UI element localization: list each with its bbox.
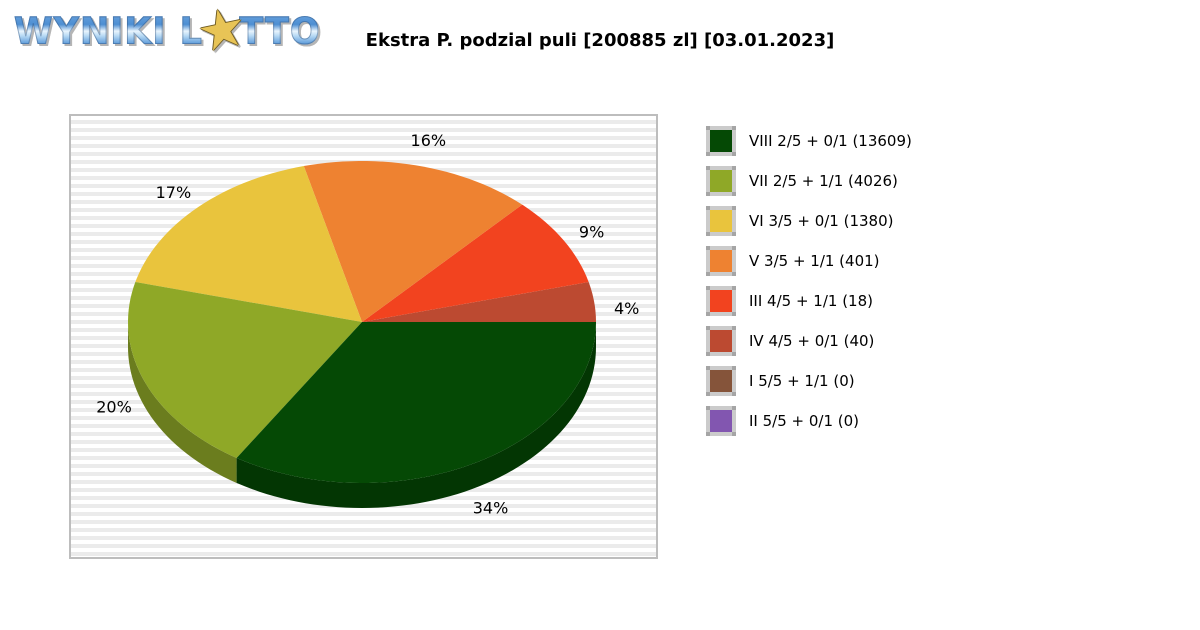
legend-item: II 5/5 + 0/1 (0): [706, 406, 912, 436]
legend-color-swatch: [706, 326, 736, 356]
pie-slice[interactable]: [362, 281, 596, 322]
legend-label: IV 4/5 + 0/1 (40): [749, 332, 875, 350]
legend-color-swatch: [706, 286, 736, 316]
legend-color-swatch: [706, 366, 736, 396]
pie-slice[interactable]: [362, 204, 589, 322]
legend-item: I 5/5 + 1/1 (0): [706, 366, 912, 396]
legend-item: IV 4/5 + 0/1 (40): [706, 326, 912, 356]
page-title: Ekstra P. podzial puli [200885 zl] [03.0…: [365, 30, 835, 51]
logo-text-tto: TTO: [239, 10, 321, 53]
pie-slice-side: [128, 322, 237, 483]
legend-item: V 3/5 + 1/1 (401): [706, 246, 912, 276]
pie-slice[interactable]: [236, 322, 596, 483]
wyniki-lotto-logo[interactable]: WYNIKI L ★ TTO: [14, 0, 321, 65]
legend-color-swatch: [706, 166, 736, 196]
legend-item: VII 2/5 + 1/1 (4026): [706, 166, 912, 196]
pie-slice-side: [236, 322, 596, 508]
pie-chart: 4% 9% 16% 17% 20% 34%: [96, 131, 639, 518]
legend-color-swatch: [706, 206, 736, 236]
legend-label: II 5/5 + 0/1 (0): [749, 412, 860, 430]
legend-label: VII 2/5 + 1/1 (4026): [749, 172, 898, 190]
pie-percent-label: 20%: [96, 397, 132, 416]
legend-color-swatch: [706, 126, 736, 156]
legend-label: III 4/5 + 1/1 (18): [749, 292, 873, 310]
pie-slice[interactable]: [303, 161, 523, 322]
legend: VIII 2/5 + 0/1 (13609) VII 2/5 + 1/1 (40…: [706, 126, 912, 436]
legend-label: V 3/5 + 1/1 (401): [749, 252, 880, 270]
pie-percent-label: 4%: [614, 299, 639, 318]
legend-item: VIII 2/5 + 0/1 (13609): [706, 126, 912, 156]
pie-percent-label: 9%: [579, 223, 604, 242]
legend-item: VI 3/5 + 0/1 (1380): [706, 206, 912, 236]
legend-color-swatch: [706, 246, 736, 276]
legend-item: III 4/5 + 1/1 (18): [706, 286, 912, 316]
pie-slice[interactable]: [135, 166, 362, 322]
legend-label: VIII 2/5 + 0/1 (13609): [749, 132, 912, 150]
pie-percent-label: 34%: [473, 499, 509, 518]
legend-label: I 5/5 + 1/1 (0): [749, 372, 855, 390]
pie-chart-panel: 4% 9% 16% 17% 20% 34%: [69, 114, 658, 559]
legend-label: VI 3/5 + 0/1 (1380): [749, 212, 894, 230]
logo-text-wyniki-l: WYNIKI L: [14, 10, 203, 53]
legend-color-swatch: [706, 406, 736, 436]
pie-percent-label: 16%: [411, 131, 447, 150]
pie-slice[interactable]: [128, 281, 362, 458]
pie-percent-label: 17%: [156, 183, 192, 202]
